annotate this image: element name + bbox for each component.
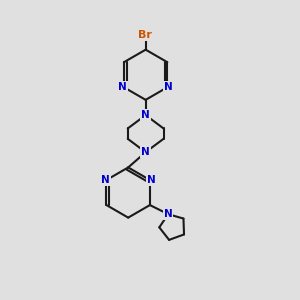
Text: N: N — [101, 175, 110, 185]
Text: N: N — [141, 147, 150, 157]
Text: N: N — [164, 82, 173, 92]
Text: N: N — [118, 82, 127, 92]
Text: Br: Br — [138, 31, 152, 40]
Text: N: N — [147, 175, 155, 185]
Text: N: N — [164, 209, 172, 219]
Text: N: N — [141, 110, 150, 120]
